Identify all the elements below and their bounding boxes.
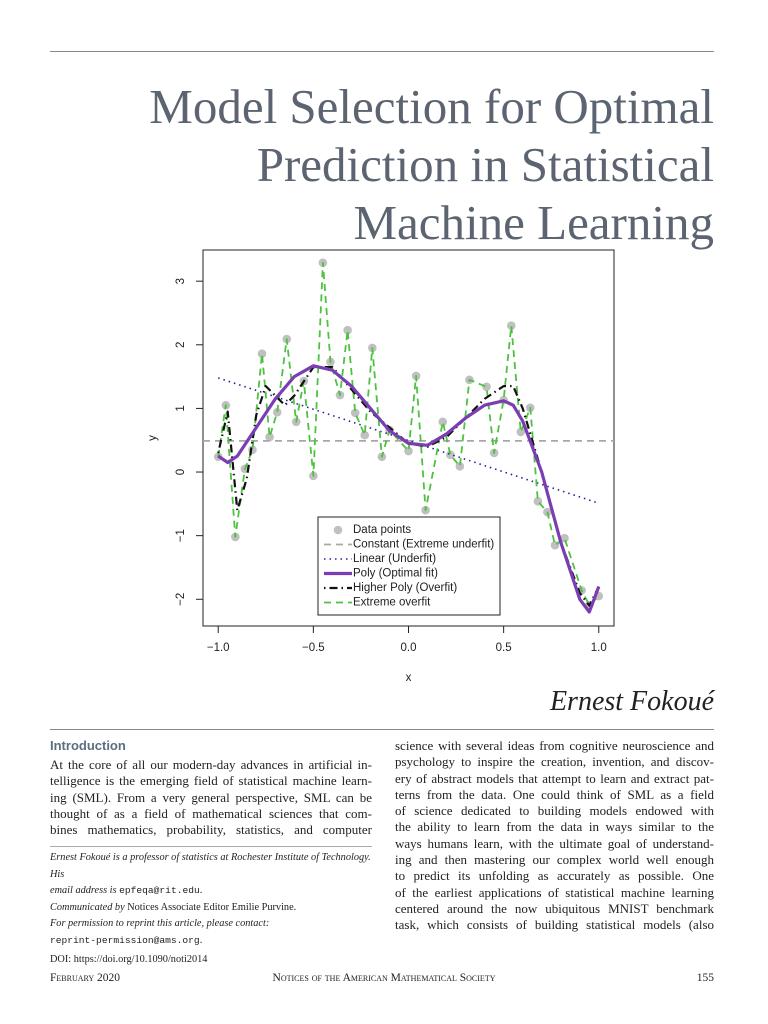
footnote-text: Ernest Fokoué is a professor of statisti… bbox=[50, 852, 371, 880]
title-line: Machine Learning bbox=[353, 195, 714, 250]
text-line: of science dedicated to building models … bbox=[395, 803, 714, 819]
text-line: At the core of all our modern-day advanc… bbox=[50, 757, 372, 772]
section-heading: Introduction bbox=[50, 738, 126, 753]
legend-label: Poly (Optimal fit) bbox=[353, 568, 438, 580]
y-tick-label: 2 bbox=[175, 342, 187, 348]
y-tick-label: −1 bbox=[175, 529, 187, 542]
footnote-line: Ernest Fokoué is a professor of statisti… bbox=[50, 850, 372, 883]
legend-label: Extreme overfit bbox=[353, 597, 431, 609]
left-column: At the core of all our modern-day advanc… bbox=[50, 757, 372, 838]
footnote-text: DOI: https://doi.org/10.1090/noti2014 bbox=[50, 954, 208, 965]
x-tick-label: 0.0 bbox=[401, 642, 417, 654]
data-point bbox=[350, 408, 360, 418]
footnote-text: email address is bbox=[50, 885, 120, 896]
right-column: science with several ideas from cognitiv… bbox=[395, 738, 714, 934]
title-line: Model Selection for Optimal bbox=[149, 79, 714, 134]
text-line: ways humans learn, with the ultimate goa… bbox=[395, 835, 714, 851]
text-line: centered around the now ubiquitous MNIST… bbox=[395, 900, 714, 916]
data-point bbox=[438, 417, 448, 427]
data-point bbox=[506, 321, 516, 331]
data-point bbox=[560, 533, 569, 543]
y-tick-label: 3 bbox=[175, 278, 187, 284]
text-line: ery of abstract models that attempt to l… bbox=[395, 770, 714, 786]
footnote-text: Notices Associate Editor Emilie Purvine. bbox=[127, 901, 297, 913]
footnote-text: epfeqa@rit.edu bbox=[119, 885, 200, 896]
footnote-text: . bbox=[199, 934, 203, 946]
data-point bbox=[265, 432, 274, 442]
data-point bbox=[455, 462, 465, 471]
footnote: Ernest Fokoué is a professor of statisti… bbox=[50, 850, 372, 969]
footer-journal: Notices of the American Mathematical Soc… bbox=[272, 972, 496, 984]
text-line: ing (SML). From a very general perspecti… bbox=[50, 789, 372, 805]
section-rule bbox=[50, 729, 714, 730]
footnote-line: email address is epfeqa@rit.edu. bbox=[50, 883, 372, 900]
footnote-text: Communicated by bbox=[50, 901, 128, 913]
legend-label: Constant (Extreme underfit) bbox=[353, 539, 494, 551]
text-line: psychology to inspire the creation, inve… bbox=[395, 754, 714, 770]
text-line: thought of as a field of mathematical sc… bbox=[50, 805, 372, 821]
text-line: task, which consists of building statist… bbox=[395, 917, 714, 933]
data-point bbox=[446, 450, 455, 460]
legend-label: Data points bbox=[353, 524, 411, 536]
series-line bbox=[217, 377, 600, 504]
text-line: telligence is the emerging field of stat… bbox=[50, 773, 372, 789]
footnote-line: Communicated by Notices Associate Editor… bbox=[50, 900, 372, 917]
text-line: ing and then mastering our complex world… bbox=[395, 852, 714, 868]
x-tick-label: 1.0 bbox=[591, 642, 607, 654]
footnote-line: For permission to reprint this article, … bbox=[50, 916, 372, 933]
footnote-line: reprint-permission@ams.org. bbox=[50, 933, 372, 950]
data-point bbox=[482, 382, 491, 392]
footer-date: February 2020 bbox=[50, 972, 121, 984]
data-point bbox=[404, 446, 413, 456]
title-line: Prediction in Statistical bbox=[256, 137, 714, 192]
footnote-text: reprint-permission@ams.org bbox=[50, 934, 200, 946]
x-tick-label: 0.5 bbox=[496, 642, 512, 654]
x-tick-label: −0.5 bbox=[302, 642, 325, 654]
chart: −1.0 −0.5 0.0 0.5 1.0 −2 −1 0 1 2 3 x y Data points Co… bbox=[147, 249, 615, 684]
legend-box bbox=[317, 516, 501, 616]
x-tick-label: −1.0 bbox=[207, 642, 230, 654]
legend-label: Linear (Underfit) bbox=[353, 553, 436, 565]
data-point bbox=[343, 325, 352, 335]
y-axis-label: y bbox=[147, 435, 159, 441]
series-line bbox=[217, 366, 600, 607]
data-point bbox=[272, 407, 282, 417]
text-line: science with several ideas from cognitiv… bbox=[395, 738, 714, 753]
text-line: bines mathematics, probability, statisti… bbox=[50, 822, 372, 838]
x-axis-label: x bbox=[406, 672, 412, 684]
series-line bbox=[217, 364, 601, 614]
y-tick-label: 0 bbox=[175, 469, 187, 475]
text-line: the ability to learn from the data in wa… bbox=[395, 819, 714, 835]
y-tick-label: 1 bbox=[175, 405, 187, 411]
text-line: of the earliest applications of statisti… bbox=[395, 884, 714, 900]
text-line: terns from the data. One could think of … bbox=[395, 786, 714, 802]
legend-label: Higher Poly (Overfit) bbox=[353, 582, 457, 594]
y-tick-label: −2 bbox=[175, 593, 187, 606]
data-point bbox=[360, 430, 370, 440]
data-point bbox=[257, 349, 267, 359]
footnote-text: For permission to reprint this article, … bbox=[50, 918, 270, 929]
data-point bbox=[516, 427, 526, 437]
footnote-line: DOI: https://doi.org/10.1090/noti2014 bbox=[50, 952, 372, 969]
legend-symbol bbox=[333, 525, 343, 535]
footnote-text: . bbox=[199, 885, 203, 896]
author: Ernest Fokoué bbox=[549, 686, 714, 717]
top-rule bbox=[50, 51, 714, 52]
footer-page: 155 bbox=[696, 972, 714, 984]
title: Model Selection for Optimal Prediction in… bbox=[50, 78, 714, 252]
footnote-rule bbox=[50, 846, 372, 847]
text-line: to predict its unfolding as accurately a… bbox=[395, 868, 714, 884]
